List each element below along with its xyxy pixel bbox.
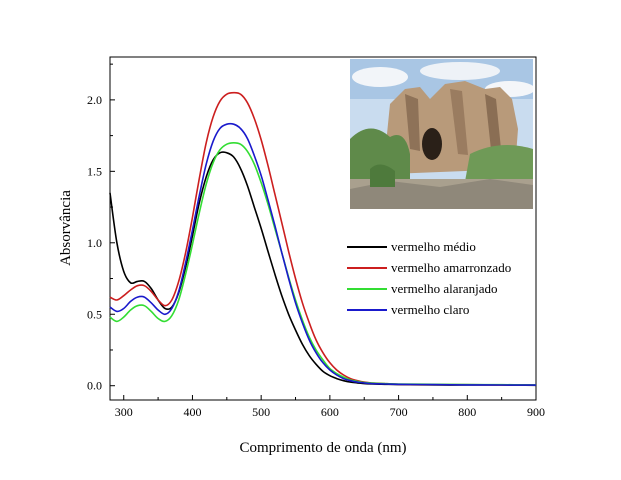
x-tick-label: 600 xyxy=(321,405,339,419)
x-tick-label: 400 xyxy=(183,405,201,419)
rock-formation-image xyxy=(350,59,533,209)
x-tick-label: 700 xyxy=(390,405,408,419)
plot-area xyxy=(109,56,537,401)
y-tick-label: 1.5 xyxy=(87,164,102,178)
y-tick-label: 1.0 xyxy=(87,236,102,250)
x-tick-label: 500 xyxy=(252,405,270,419)
photo-inset xyxy=(350,59,533,209)
plot-border xyxy=(109,56,537,401)
legend-label: vermelho alaranjado xyxy=(391,281,497,296)
legend-label: vermelho amarronzado xyxy=(391,260,511,275)
x-axis-title: Comprimento de onda (nm) xyxy=(239,440,406,456)
x-tick-label: 900 xyxy=(527,405,545,419)
axis-ticks: 300 400 500 600 700 800 900 0.0 0.5 1.0 1.5 2.0 xyxy=(87,63,545,419)
legend: vermelho médio vermelho amarronzado vermel… xyxy=(347,239,511,317)
x-tick-label: 300 xyxy=(115,405,133,419)
series-line xyxy=(109,122,537,386)
y-tick-label: 0.5 xyxy=(87,307,102,321)
y-axis-title: Absorvância xyxy=(58,190,74,266)
legend-label: vermelho médio xyxy=(391,239,476,254)
y-tick-label: 0.0 xyxy=(87,379,102,393)
y-tick-label: 2.0 xyxy=(87,93,102,107)
series-lines xyxy=(109,91,537,387)
legend-label: vermelho claro xyxy=(391,302,469,317)
x-tick-label: 800 xyxy=(458,405,476,419)
